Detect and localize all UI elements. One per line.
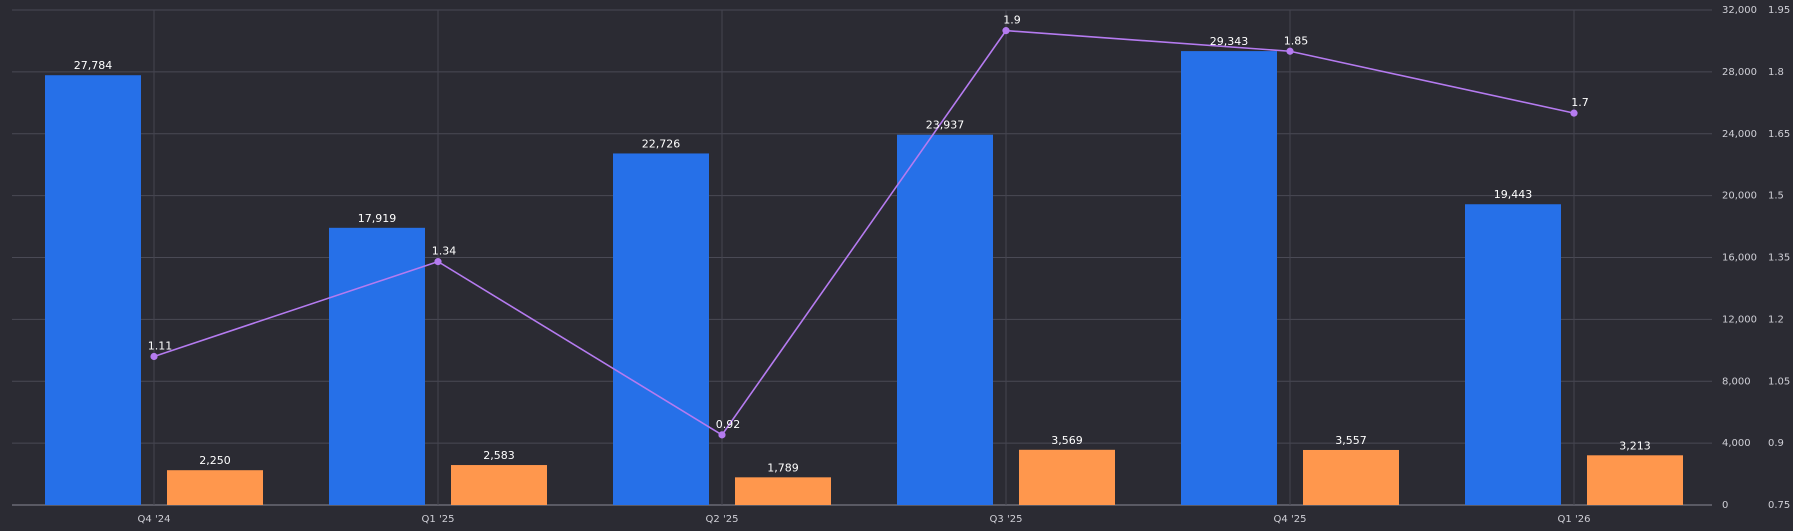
y-right-tick-label: 1.5 xyxy=(1768,191,1784,202)
y-right-tick-label: 1.95 xyxy=(1768,5,1790,16)
grid-layer xyxy=(12,9,1712,506)
line-point-label: 1.85 xyxy=(1284,34,1309,47)
bar-series-1-label: 27,784 xyxy=(74,59,113,72)
x-tick-label: Q2 '25 xyxy=(706,514,739,525)
line-point-label: 1.9 xyxy=(1003,14,1021,27)
bar-series-1 xyxy=(897,134,993,505)
bar-series-1-label: 29,343 xyxy=(1210,35,1249,48)
y-left-tick-label: 20,000 xyxy=(1722,191,1757,202)
bar-series-1 xyxy=(329,227,425,505)
line-point xyxy=(718,431,726,439)
line-point-label: 1.7 xyxy=(1571,96,1589,109)
x-tick-label: Q4 '24 xyxy=(138,514,171,525)
bar-series-2 xyxy=(735,477,831,505)
line-point xyxy=(1570,109,1578,117)
bars-layer xyxy=(45,51,1683,506)
bar-series-1-label: 22,726 xyxy=(642,137,681,150)
bar-series-2 xyxy=(451,465,547,505)
y-left-tick-label: 24,000 xyxy=(1722,129,1757,140)
line-series xyxy=(153,29,1575,436)
axes-layer: 0 4,000 8,000 12,000 16,000 20,000 24,000 28,00… xyxy=(138,5,1791,525)
bar-series-2-label: 2,583 xyxy=(483,449,515,462)
line-point-label: 1.11 xyxy=(148,340,173,353)
bar-series-2 xyxy=(1303,449,1399,505)
labels-layer: 27,784 17,919 22,726 23,937 29,343 19,443 2,25… xyxy=(74,14,1651,475)
bar-series-2 xyxy=(1587,455,1683,505)
y-left-tick-label: 0 xyxy=(1722,500,1728,511)
line-point-label: 0.92 xyxy=(716,418,741,431)
bar-series-1 xyxy=(1181,51,1277,506)
x-tick-label: Q4 '25 xyxy=(1274,514,1307,525)
bar-series-2 xyxy=(167,470,263,505)
y-right-tick-label: 1.05 xyxy=(1768,376,1790,387)
line-layer xyxy=(150,27,1578,439)
line-point-label: 1.34 xyxy=(432,245,457,258)
x-tick-label: Q1 '25 xyxy=(422,514,455,525)
bar-series-1 xyxy=(613,153,709,505)
x-tick-label: Q1 '26 xyxy=(1558,514,1591,525)
bar-series-1-label: 19,443 xyxy=(1494,188,1533,201)
bar-series-2-label: 2,250 xyxy=(199,454,231,467)
y-right-tick-label: 0.75 xyxy=(1768,500,1790,511)
bar-series-1-label: 23,937 xyxy=(926,119,965,132)
bar-series-1-label: 17,919 xyxy=(358,212,397,225)
y-left-tick-label: 28,000 xyxy=(1722,67,1757,78)
line-point xyxy=(434,258,442,266)
bar-series-2-label: 1,789 xyxy=(767,461,799,474)
bar-series-2-label: 3,213 xyxy=(1619,439,1651,452)
y-left-tick-label: 8,000 xyxy=(1722,376,1751,387)
x-tick-label: Q3 '25 xyxy=(990,514,1023,525)
line-point xyxy=(1286,47,1294,55)
y-right-tick-label: 1.35 xyxy=(1768,253,1790,264)
bar-series-2-label: 3,557 xyxy=(1335,434,1367,447)
line-point xyxy=(1002,27,1010,35)
y-right-tick-label: 0.9 xyxy=(1768,438,1784,449)
y-left-tick-label: 32,000 xyxy=(1722,5,1757,16)
y-left-tick-label: 4,000 xyxy=(1722,438,1751,449)
y-right-tick-label: 1.65 xyxy=(1768,129,1790,140)
bar-series-2-label: 3,569 xyxy=(1051,434,1083,447)
bar-series-1 xyxy=(1465,204,1561,505)
y-left-tick-label: 12,000 xyxy=(1722,314,1757,325)
y-left-tick-label: 16,000 xyxy=(1722,253,1757,264)
y-right-tick-label: 1.2 xyxy=(1768,314,1784,325)
line-point xyxy=(150,352,158,361)
y-right-tick-label: 1.8 xyxy=(1768,67,1784,78)
bar-series-1 xyxy=(45,75,141,505)
bar-series-2 xyxy=(1019,449,1115,505)
